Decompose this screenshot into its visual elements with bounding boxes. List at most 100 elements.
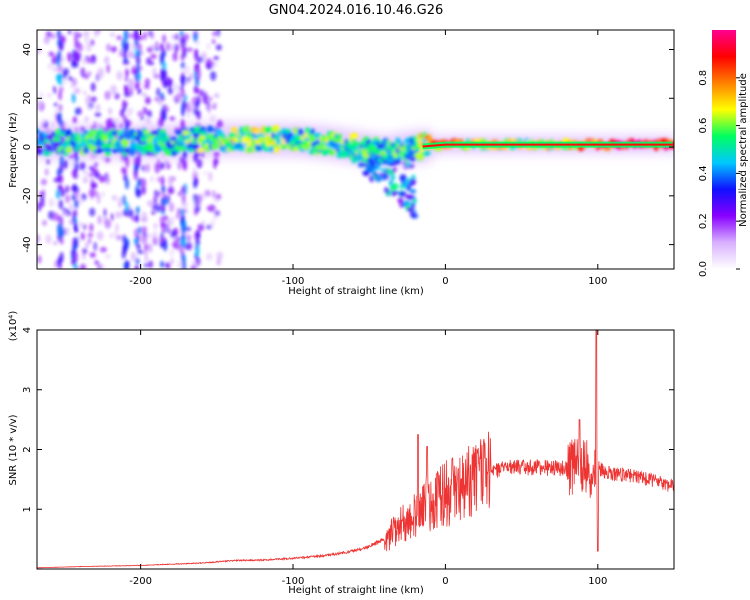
spectrogram-streak — [137, 179, 141, 187]
spectrogram-ridge-blob — [37, 128, 40, 134]
spectrogram-speckle — [146, 233, 153, 238]
spectrogram-speckle — [216, 30, 220, 37]
spectrogram-speckle — [94, 260, 99, 265]
spectrogram-streak — [136, 243, 141, 250]
spectrogram-speckle — [79, 263, 87, 269]
spectrogram-speckle — [105, 175, 110, 185]
spectrogram-ridge-blob — [253, 129, 260, 135]
spectrogram-wedge — [391, 167, 397, 173]
spectrogram-streak — [57, 256, 62, 268]
spectrogram-ridge-blob — [196, 148, 205, 153]
spectrogram-speckle — [65, 185, 70, 194]
spectrogram-streak — [123, 173, 128, 182]
spectrogram-marks — [37, 30, 674, 269]
spectrogram-wedge — [398, 191, 407, 197]
spectrogram-speckle — [177, 161, 181, 170]
spectrogram-speckle — [105, 119, 112, 129]
spectrogram-streak — [123, 30, 128, 42]
spectrogram-speckle — [170, 257, 174, 265]
spectrogram-speckle — [150, 53, 157, 60]
spectrogram-wedge — [411, 174, 416, 180]
spectrogram-speckle — [37, 201, 42, 212]
spectrogram-wedge — [410, 213, 419, 219]
spectrogram-streak — [159, 52, 164, 63]
spectrogram-streak — [159, 43, 164, 52]
spectrogram-speckle — [167, 87, 174, 95]
spectrogram-x-tick-label: -200 — [129, 276, 152, 287]
spectrogram-speckle — [87, 237, 92, 244]
spectrogram-streak — [125, 201, 130, 213]
spectrogram-speckle — [37, 234, 40, 244]
spectrogram-speckle — [95, 104, 101, 112]
spectrogram-speckle — [167, 187, 175, 195]
spectrogram-speckle — [149, 175, 155, 183]
spectrogram-speckle — [149, 242, 153, 253]
spectrogram-ridge-blob — [389, 142, 397, 148]
spectrogram-ridge-blob — [163, 134, 170, 142]
spectrogram-speckle — [67, 76, 73, 81]
spectrogram-speckle — [127, 79, 135, 88]
spectrogram-speckle — [214, 61, 219, 67]
spectrogram-wedge — [384, 186, 389, 194]
spectrogram-speckle — [157, 191, 162, 197]
spectrogram-streak — [160, 92, 164, 99]
spectrogram-speckle — [85, 242, 89, 249]
spectrogram-speckle — [205, 252, 213, 261]
spectrogram-speckle — [124, 77, 129, 82]
spectrogram-streak — [133, 30, 138, 42]
spectrogram-streak — [57, 38, 62, 47]
spectrogram-streak — [55, 189, 60, 200]
spectrogram-streak — [58, 104, 63, 112]
spectrogram-speckle — [168, 202, 175, 213]
spectrogram-x-axis-label: Height of straight line (km) — [288, 286, 424, 297]
spectrogram-streak — [160, 162, 165, 170]
spectrogram-speckle — [116, 197, 124, 202]
spectrogram-speckle — [208, 204, 216, 213]
spectrogram-speckle — [106, 43, 111, 52]
spectrogram-speckle — [94, 162, 98, 168]
spectrogram-streak — [122, 235, 127, 243]
spectrogram-speckle — [96, 194, 101, 204]
spectrogram-streak — [136, 54, 141, 67]
spectrogram-streak — [75, 107, 79, 116]
spectrogram-speckle — [114, 92, 120, 100]
spectrogram-speckle — [42, 118, 46, 125]
spectrogram-speckle — [213, 151, 220, 158]
spectrogram-speckle — [142, 106, 148, 115]
spectrogram-speckle — [43, 36, 50, 45]
spectrogram-streak — [134, 162, 139, 173]
colorbar-tick-label: 0.8 — [698, 70, 709, 86]
spectrogram-speckle — [156, 87, 161, 97]
spectrogram-streak — [196, 109, 201, 120]
spectrogram-wedge — [386, 168, 392, 176]
chart-title: GN04.2024.016.10.46.G26 — [269, 3, 444, 18]
spectrogram-streak — [71, 92, 76, 104]
spectrogram-streak — [72, 116, 77, 124]
spectrogram-streak — [193, 209, 198, 216]
spectrogram-y-tick-label: 0 — [22, 144, 33, 150]
spectrogram-speckle — [53, 102, 58, 108]
spectrogram-speckle — [46, 158, 50, 165]
colorbar-tick-label: 0.4 — [698, 165, 709, 181]
spectrogram-streak — [122, 195, 126, 206]
spectrogram-speckle — [128, 33, 135, 39]
spectrogram-streak — [193, 153, 198, 163]
spectrogram-streak — [160, 260, 165, 268]
spectrogram-streak — [136, 71, 141, 82]
spectrogram-speckle — [140, 235, 148, 245]
spectrogram-speckle — [146, 109, 152, 118]
spectrogram-streak — [135, 258, 140, 265]
spectrogram-speckle — [118, 122, 124, 130]
spectrogram-streak — [135, 213, 140, 223]
spectrogram-speckle — [78, 221, 83, 228]
spectrogram-speckle — [215, 44, 222, 51]
spectrogram-speckle — [45, 31, 52, 38]
spectrogram-speckle — [116, 35, 123, 41]
spectrogram-speckle — [40, 178, 48, 186]
spectrogram-streak — [183, 159, 188, 171]
spectrogram-speckle — [99, 246, 107, 253]
spectrogram-speckle — [94, 112, 102, 117]
snr-y-tick-label: 3 — [22, 387, 33, 393]
spectrogram-speckle — [213, 159, 217, 170]
spectrogram-wedge — [412, 198, 417, 204]
